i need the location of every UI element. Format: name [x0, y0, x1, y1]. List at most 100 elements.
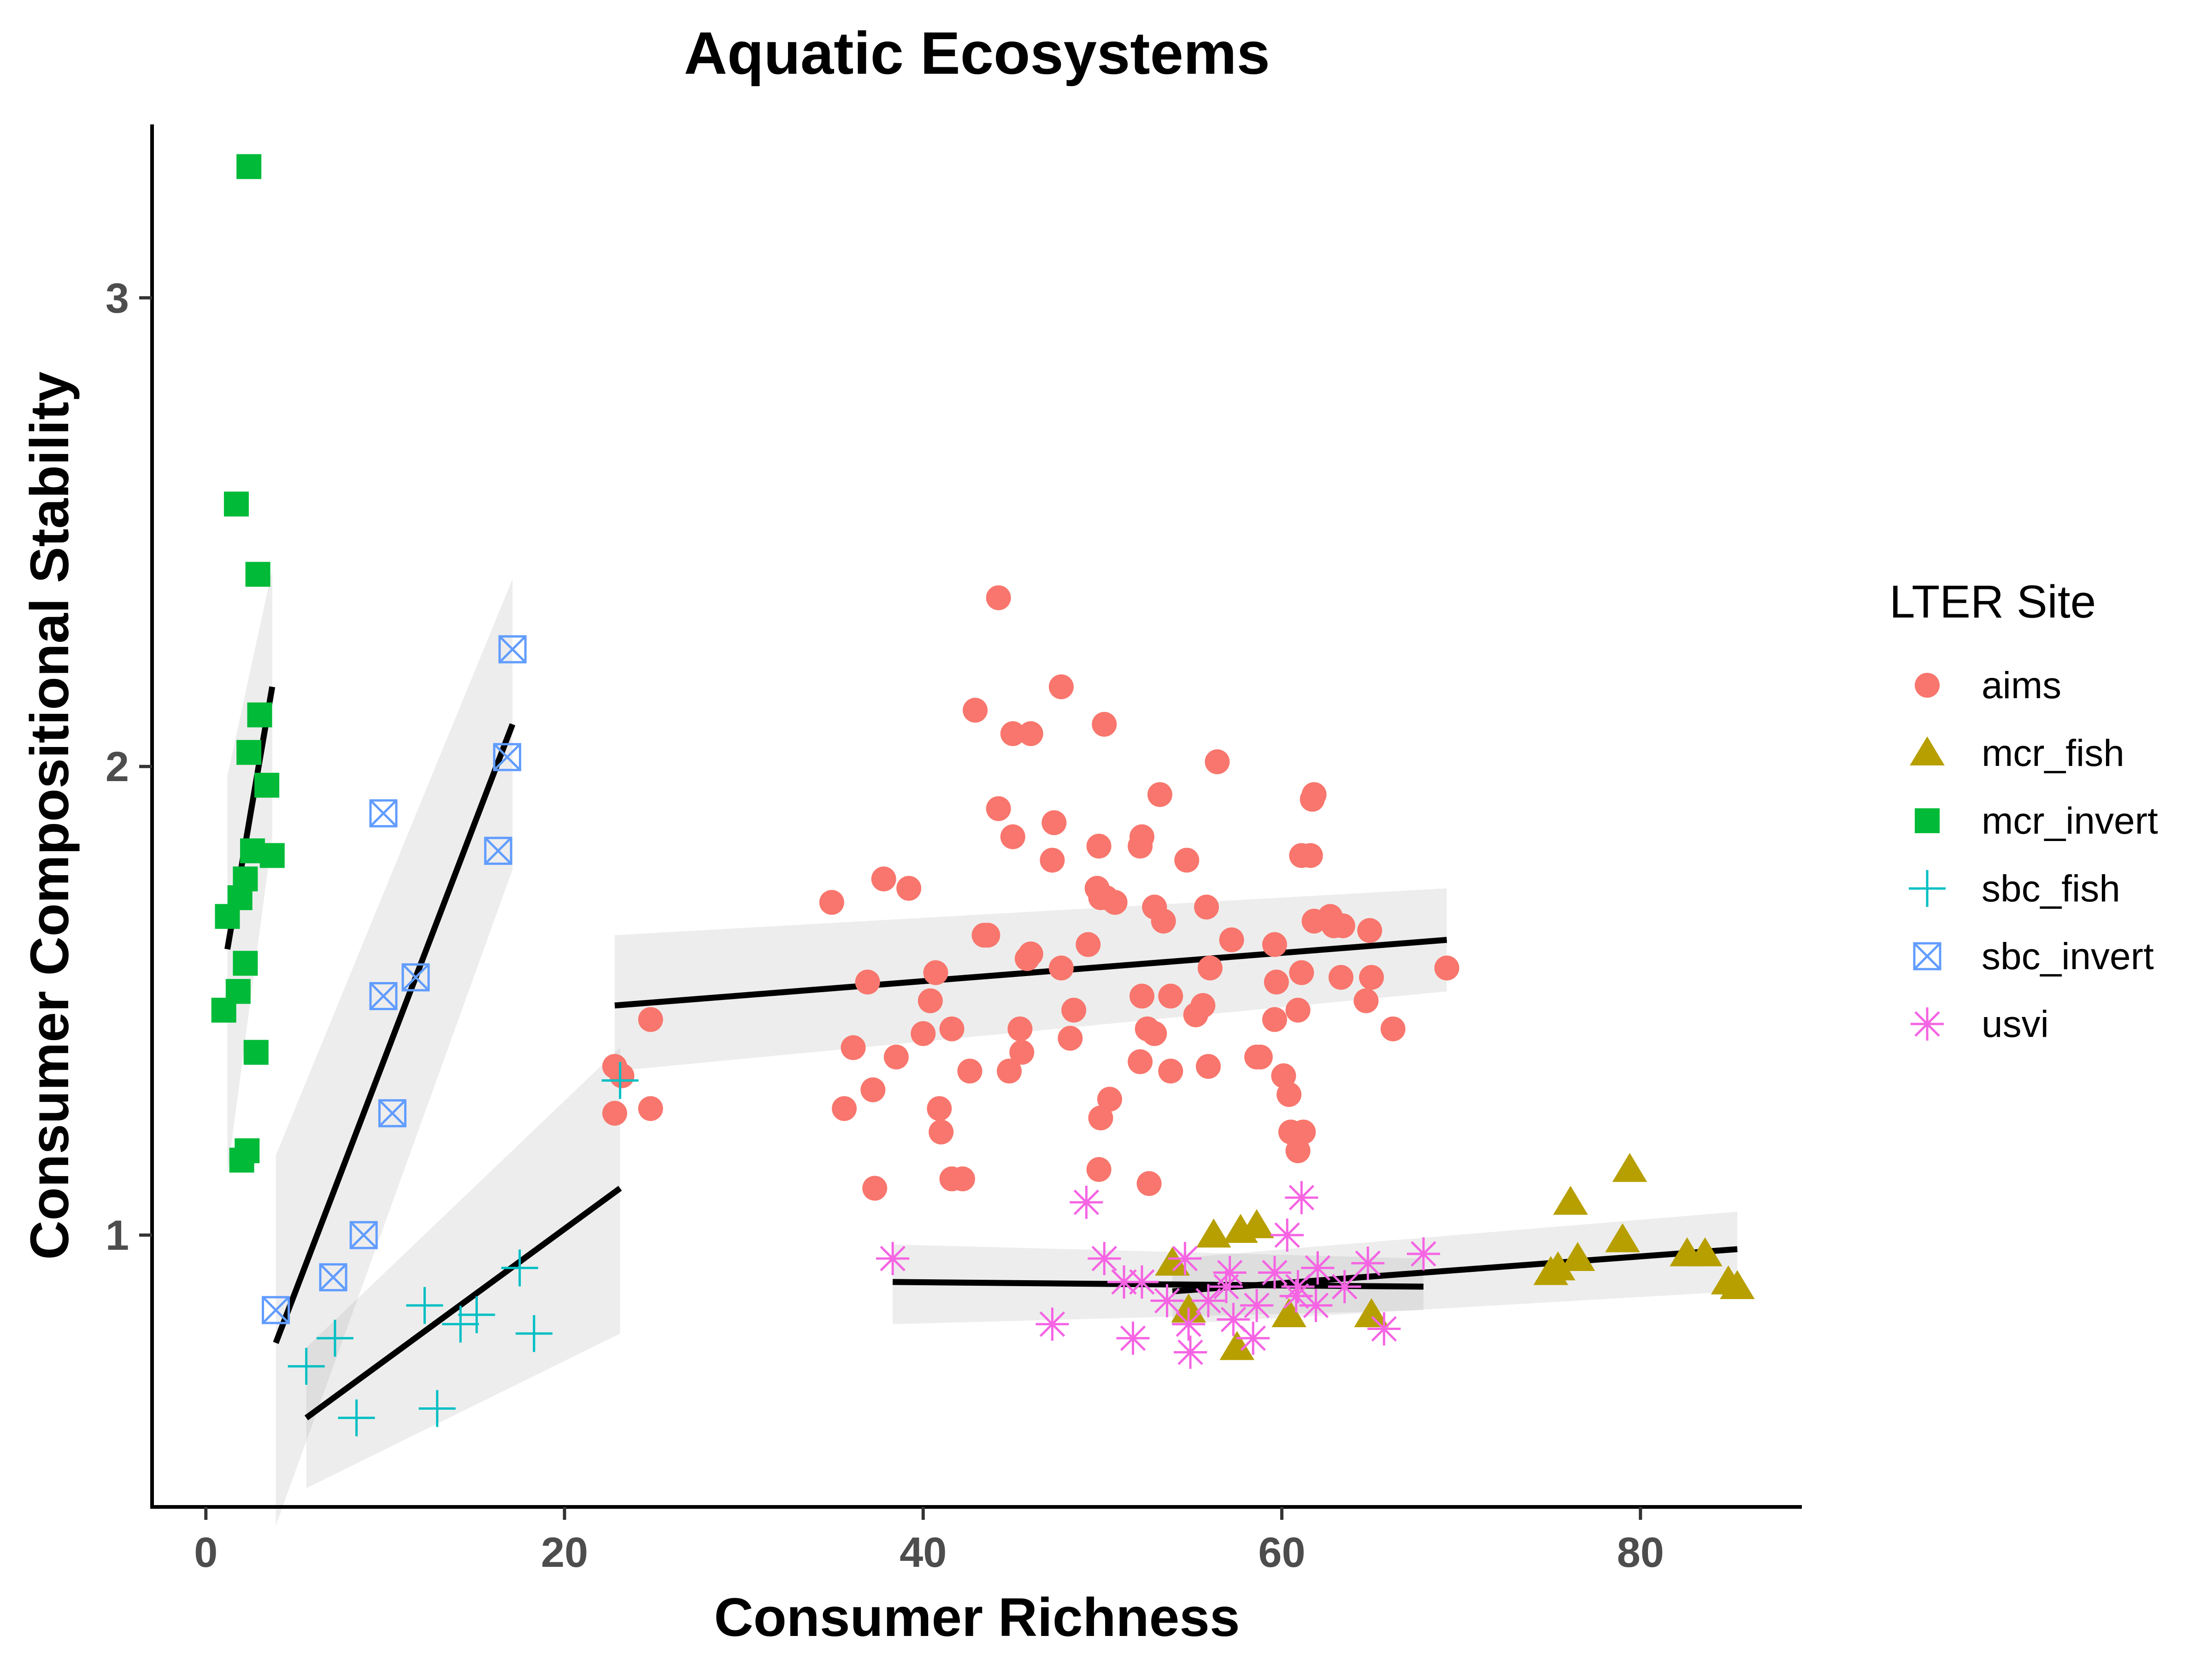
data-point-aims: [1353, 988, 1379, 1013]
legend-label: sbc_fish: [1982, 868, 2120, 910]
data-point-aims: [609, 1063, 635, 1088]
data-point-aims: [638, 1096, 663, 1121]
data-point-usvi: [1351, 1247, 1385, 1280]
plot-panel: [211, 154, 1755, 1526]
data-point-aims: [1195, 1054, 1221, 1079]
data-point-aims: [1048, 674, 1074, 700]
x-tick-label: 80: [1617, 1529, 1664, 1576]
data-point-aims: [1094, 885, 1119, 910]
data-point-aims: [1009, 1040, 1035, 1065]
data-point-aims: [1174, 847, 1200, 873]
data-point-aims: [1147, 782, 1172, 807]
data-point-sbc-fish: [515, 1315, 553, 1352]
data-point-aims: [1183, 1002, 1208, 1028]
data-point-sbc-invert: [349, 1221, 378, 1249]
x-axis: 0 20 40 60 80 Consumer Richness: [152, 1505, 1802, 1648]
data-point-sbc-invert: [378, 1099, 406, 1128]
data-point-aims: [1041, 810, 1067, 835]
data-point-sbc-invert: [498, 635, 527, 664]
y-tick-label: 1: [106, 1212, 129, 1259]
data-point-sbc-invert: [262, 1296, 290, 1324]
data-point-usvi: [1174, 1335, 1207, 1369]
legend-item-usvi: usvi: [1911, 1003, 2049, 1045]
data-point-sbc-fish: [601, 1062, 639, 1099]
data-point-aims: [963, 698, 988, 723]
data-point-sbc-invert: [369, 982, 398, 1011]
data-point-aims: [896, 876, 922, 901]
series-usvi: [876, 1181, 1440, 1369]
data-point-aims: [1301, 782, 1327, 807]
data-point-aims: [1128, 1049, 1153, 1074]
data-point-usvi: [1285, 1181, 1318, 1214]
legend-title: LTER Site: [1889, 576, 2096, 628]
data-point-aims: [997, 1059, 1022, 1084]
data-point-usvi: [1168, 1242, 1202, 1276]
data-point-usvi: [1088, 1242, 1121, 1276]
data-point-mcr-fish: [1612, 1153, 1647, 1182]
data-point-aims: [1058, 1026, 1083, 1051]
series-mcr-fish: [1155, 1153, 1755, 1360]
series-sbc-invert: [262, 635, 527, 1324]
data-point-mcr-invert: [224, 491, 249, 517]
x-tick-label: 0: [194, 1529, 218, 1576]
data-point-aims: [1247, 1044, 1273, 1070]
data-point-usvi: [1191, 1284, 1225, 1318]
data-point-mcr-invert: [229, 1147, 254, 1173]
data-point-aims: [1136, 1171, 1162, 1196]
data-point-aims: [1434, 955, 1459, 981]
data-point-aims: [871, 866, 896, 892]
data-point-usvi: [1406, 1237, 1440, 1271]
data-point-aims: [1000, 721, 1025, 747]
legend-label: sbc_invert: [1982, 935, 2154, 977]
data-point-mcr-fish: [1720, 1270, 1755, 1300]
data-point-usvi: [1035, 1307, 1069, 1341]
data-point-aims: [1018, 721, 1043, 747]
data-point-sbc-invert: [493, 743, 521, 771]
fit-line-sbc-invert: [273, 723, 516, 1344]
data-point-aims: [911, 1021, 936, 1046]
data-point-mcr-fish: [1196, 1218, 1231, 1248]
data-point-aims: [1291, 1119, 1316, 1145]
data-point-aims: [860, 1077, 886, 1102]
data-point-aims: [638, 1007, 663, 1032]
fit-line-aims: [614, 937, 1447, 1009]
x-tick-label: 20: [541, 1529, 588, 1576]
x-tick-label: 40: [900, 1529, 947, 1576]
data-point-aims: [975, 923, 1000, 948]
legend-item-aims: aims: [1915, 665, 2061, 706]
data-point-aims: [1289, 960, 1314, 985]
legend-label: usvi: [1982, 1003, 2049, 1045]
data-point-aims: [1086, 834, 1112, 859]
series-mcr-invert: [211, 154, 285, 1173]
legend-key-sbc-fish: [1909, 870, 1946, 907]
data-point-aims: [1151, 908, 1176, 934]
data-point-aims: [1092, 712, 1117, 737]
confidence-band-sbc-fish: [306, 1047, 620, 1488]
legend-key-mcr-invert: [1915, 808, 1940, 833]
data-point-mcr-fish: [1271, 1298, 1306, 1328]
data-point-aims: [1262, 932, 1287, 957]
data-point-aims: [1130, 824, 1154, 849]
data-point-mcr-fish: [1688, 1237, 1723, 1266]
data-point-mcr-fish: [1560, 1242, 1595, 1271]
data-point-aims: [957, 1059, 982, 1084]
data-point-aims: [1380, 1016, 1406, 1041]
data-point-aims: [1076, 932, 1101, 957]
data-point-aims: [855, 970, 880, 995]
data-point-aims: [841, 1035, 866, 1060]
data-point-usvi: [1150, 1284, 1184, 1318]
data-point-mcr-invert: [215, 904, 240, 929]
data-point-mcr-invert: [245, 562, 271, 587]
data-point-aims: [883, 1044, 909, 1070]
data-point-mcr-fish: [1354, 1298, 1389, 1328]
data-point-aims: [832, 1096, 857, 1121]
data-point-aims: [918, 988, 943, 1013]
legend-key-aims: [1915, 673, 1940, 698]
data-point-usvi: [876, 1242, 910, 1276]
y-axis: 1 2 3 Consumer Compositional Stability: [19, 124, 154, 1509]
data-point-aims: [929, 1119, 954, 1145]
data-point-mcr-invert: [259, 843, 285, 868]
data-point-aims: [1271, 1063, 1296, 1088]
data-point-aims: [602, 1100, 627, 1126]
